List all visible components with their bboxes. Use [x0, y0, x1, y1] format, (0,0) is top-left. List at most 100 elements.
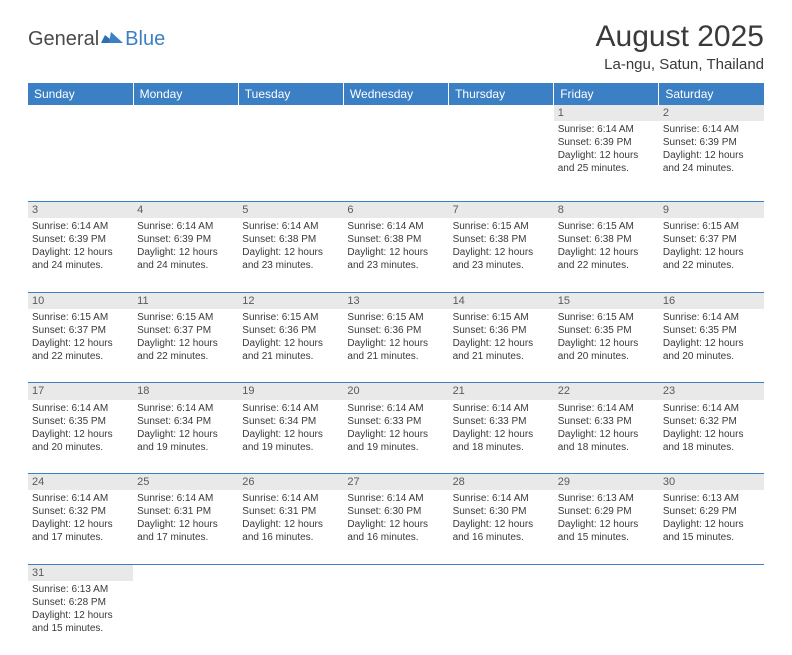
day-number: 17	[28, 383, 133, 400]
sunset-text: Sunset: 6:30 PM	[453, 505, 550, 518]
day-number	[133, 105, 238, 121]
daylight-text: and 18 minutes.	[558, 441, 655, 454]
sunrise-text: Sunrise: 6:14 AM	[347, 492, 444, 505]
day-number: 22	[554, 383, 659, 400]
daylight-text: and 15 minutes.	[558, 531, 655, 544]
weekday-header: Saturday	[659, 83, 764, 105]
daylight-text: and 23 minutes.	[242, 259, 339, 272]
weekday-header: Wednesday	[343, 83, 448, 105]
daylight-text: and 24 minutes.	[663, 162, 760, 175]
daylight-text: Daylight: 12 hours	[558, 149, 655, 162]
daylight-text: and 22 minutes.	[32, 350, 129, 363]
sunrise-text: Sunrise: 6:15 AM	[558, 220, 655, 233]
daylight-text: and 17 minutes.	[32, 531, 129, 544]
day-cell: Sunrise: 6:15 AMSunset: 6:37 PMDaylight:…	[28, 309, 133, 383]
sunset-text: Sunset: 6:39 PM	[663, 136, 760, 149]
daylight-text: and 21 minutes.	[242, 350, 339, 363]
daylight-text: Daylight: 12 hours	[453, 246, 550, 259]
sunrise-text: Sunrise: 6:15 AM	[558, 311, 655, 324]
day-number: 4	[133, 201, 238, 218]
title-block: August 2025 La-ngu, Satun, Thailand	[596, 20, 764, 73]
logo: General Blue	[28, 28, 165, 51]
day-cell	[28, 121, 133, 201]
sunset-text: Sunset: 6:31 PM	[242, 505, 339, 518]
sunrise-text: Sunrise: 6:14 AM	[137, 220, 234, 233]
daylight-text: and 22 minutes.	[137, 350, 234, 363]
day-cell: Sunrise: 6:13 AMSunset: 6:29 PMDaylight:…	[554, 490, 659, 564]
sunset-text: Sunset: 6:30 PM	[347, 505, 444, 518]
week-row: Sunrise: 6:15 AMSunset: 6:37 PMDaylight:…	[28, 309, 764, 383]
daylight-text: and 23 minutes.	[347, 259, 444, 272]
daylight-text: and 19 minutes.	[242, 441, 339, 454]
sunrise-text: Sunrise: 6:14 AM	[32, 220, 129, 233]
calendar-table: SundayMondayTuesdayWednesdayThursdayFrid…	[28, 83, 764, 655]
day-number: 7	[449, 201, 554, 218]
sunrise-text: Sunrise: 6:14 AM	[663, 311, 760, 324]
day-number: 12	[238, 292, 343, 309]
day-cell: Sunrise: 6:13 AMSunset: 6:29 PMDaylight:…	[659, 490, 764, 564]
day-cell	[343, 121, 448, 201]
sunrise-text: Sunrise: 6:13 AM	[663, 492, 760, 505]
day-number	[449, 105, 554, 121]
sunset-text: Sunset: 6:29 PM	[663, 505, 760, 518]
sunrise-text: Sunrise: 6:14 AM	[242, 492, 339, 505]
page-header: General Blue August 2025 La-ngu, Satun, …	[28, 20, 764, 73]
day-cell: Sunrise: 6:15 AMSunset: 6:37 PMDaylight:…	[659, 218, 764, 292]
day-number: 2	[659, 105, 764, 121]
day-cell: Sunrise: 6:14 AMSunset: 6:35 PMDaylight:…	[659, 309, 764, 383]
day-number: 6	[343, 201, 448, 218]
day-number	[659, 564, 764, 581]
day-cell: Sunrise: 6:14 AMSunset: 6:31 PMDaylight:…	[238, 490, 343, 564]
sunset-text: Sunset: 6:34 PM	[137, 415, 234, 428]
day-number: 11	[133, 292, 238, 309]
day-number: 16	[659, 292, 764, 309]
calendar-body: 12Sunrise: 6:14 AMSunset: 6:39 PMDayligh…	[28, 105, 764, 655]
daylight-text: and 15 minutes.	[663, 531, 760, 544]
day-number	[449, 564, 554, 581]
daylight-text: Daylight: 12 hours	[137, 518, 234, 531]
sunset-text: Sunset: 6:28 PM	[32, 596, 129, 609]
day-cell: Sunrise: 6:14 AMSunset: 6:32 PMDaylight:…	[659, 400, 764, 474]
day-number: 19	[238, 383, 343, 400]
sunrise-text: Sunrise: 6:14 AM	[32, 402, 129, 415]
day-number: 1	[554, 105, 659, 121]
sunset-text: Sunset: 6:35 PM	[558, 324, 655, 337]
weekday-header: Friday	[554, 83, 659, 105]
sunrise-text: Sunrise: 6:14 AM	[663, 123, 760, 136]
day-cell: Sunrise: 6:15 AMSunset: 6:38 PMDaylight:…	[449, 218, 554, 292]
sunset-text: Sunset: 6:33 PM	[453, 415, 550, 428]
daylight-text: Daylight: 12 hours	[32, 428, 129, 441]
daylight-text: Daylight: 12 hours	[347, 428, 444, 441]
day-cell: Sunrise: 6:14 AMSunset: 6:32 PMDaylight:…	[28, 490, 133, 564]
daylight-text: Daylight: 12 hours	[453, 518, 550, 531]
daylight-text: Daylight: 12 hours	[558, 428, 655, 441]
daylight-text: Daylight: 12 hours	[242, 428, 339, 441]
day-number: 18	[133, 383, 238, 400]
sunrise-text: Sunrise: 6:14 AM	[242, 402, 339, 415]
day-number: 5	[238, 201, 343, 218]
day-number: 23	[659, 383, 764, 400]
day-cell: Sunrise: 6:13 AMSunset: 6:28 PMDaylight:…	[28, 581, 133, 655]
day-cell: Sunrise: 6:14 AMSunset: 6:31 PMDaylight:…	[133, 490, 238, 564]
daylight-text: and 16 minutes.	[453, 531, 550, 544]
sunset-text: Sunset: 6:37 PM	[137, 324, 234, 337]
week-row: Sunrise: 6:14 AMSunset: 6:32 PMDaylight:…	[28, 490, 764, 564]
day-cell	[133, 121, 238, 201]
daylight-text: Daylight: 12 hours	[663, 428, 760, 441]
sunrise-text: Sunrise: 6:14 AM	[558, 402, 655, 415]
day-number: 27	[343, 474, 448, 491]
sunrise-text: Sunrise: 6:14 AM	[242, 220, 339, 233]
day-cell	[343, 581, 448, 655]
day-number: 24	[28, 474, 133, 491]
weekday-header: Thursday	[449, 83, 554, 105]
sunrise-text: Sunrise: 6:13 AM	[558, 492, 655, 505]
sunrise-text: Sunrise: 6:15 AM	[32, 311, 129, 324]
daylight-text: and 21 minutes.	[453, 350, 550, 363]
day-cell: Sunrise: 6:14 AMSunset: 6:34 PMDaylight:…	[133, 400, 238, 474]
daylight-text: and 20 minutes.	[558, 350, 655, 363]
daylight-text: Daylight: 12 hours	[32, 609, 129, 622]
day-number	[238, 105, 343, 121]
week-row: Sunrise: 6:13 AMSunset: 6:28 PMDaylight:…	[28, 581, 764, 655]
day-number: 26	[238, 474, 343, 491]
day-cell	[659, 581, 764, 655]
